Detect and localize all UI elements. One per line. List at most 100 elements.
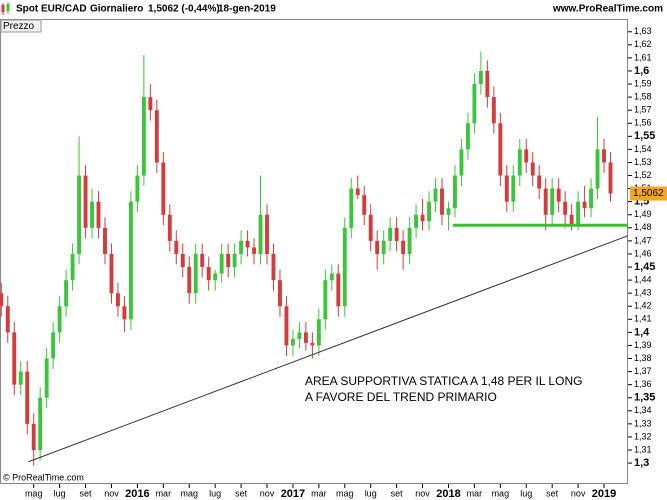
candle-body bbox=[31, 423, 36, 451]
x-tick-label: lug bbox=[54, 488, 66, 498]
x-tick-label: mag bbox=[336, 488, 354, 498]
y-tick-label: 1,55 bbox=[634, 130, 655, 142]
y-tick-label: 1,3 bbox=[634, 457, 649, 469]
candle-body bbox=[297, 332, 302, 339]
candle-body bbox=[116, 293, 120, 307]
y-tick-label: 1,33 bbox=[634, 418, 652, 428]
y-tick-label: 1,56 bbox=[634, 118, 652, 128]
y-tick-label: 1,44 bbox=[634, 274, 652, 284]
y-tick-label: 1,42 bbox=[634, 301, 652, 311]
annotation: A FAVORE DEL TREND PRIMARIO bbox=[305, 390, 497, 404]
candle-body bbox=[90, 201, 94, 228]
x-tick-label: nov bbox=[104, 488, 119, 498]
candle-body bbox=[284, 306, 289, 346]
x-tick-label: lug bbox=[520, 488, 532, 498]
candle-body bbox=[446, 208, 451, 215]
candle-body bbox=[271, 253, 276, 281]
candle-body bbox=[226, 253, 231, 268]
y-tick-label: 1,6 bbox=[634, 65, 649, 77]
candle-body bbox=[12, 332, 17, 385]
y-tick-label: 1,43 bbox=[634, 288, 652, 298]
y-tick-label: 1,57 bbox=[634, 105, 652, 115]
candle-body bbox=[608, 162, 613, 194]
candle-body bbox=[232, 253, 237, 268]
copyright: © ProRealTime.com bbox=[3, 472, 84, 482]
x-tick-label: mar bbox=[156, 488, 172, 498]
y-tick-label: 1,54 bbox=[634, 144, 652, 154]
candle-body bbox=[103, 227, 107, 254]
y-tick-label: 1,58 bbox=[634, 91, 652, 101]
candle-body bbox=[154, 110, 159, 163]
candle-body bbox=[517, 149, 522, 176]
candle-body bbox=[109, 253, 114, 294]
candle-body bbox=[349, 188, 354, 228]
price-tag bbox=[630, 186, 667, 201]
price-tag-label: 1,5062 bbox=[633, 188, 664, 199]
candle-body bbox=[148, 97, 153, 111]
plot-frame bbox=[0, 19, 628, 484]
candle-body bbox=[323, 280, 328, 320]
y-tick-label: 1,46 bbox=[634, 248, 652, 258]
candle-body bbox=[595, 149, 600, 189]
candle-body bbox=[64, 280, 69, 307]
candle-body bbox=[219, 253, 224, 274]
candle-body bbox=[193, 253, 198, 294]
candle-body bbox=[265, 214, 269, 254]
candle-body bbox=[122, 306, 127, 320]
candle-body bbox=[394, 227, 399, 241]
candle-body bbox=[355, 188, 360, 196]
date: 18-gen-2019 bbox=[218, 4, 276, 15]
x-tick-label: 2016 bbox=[125, 488, 149, 500]
candle-body bbox=[491, 97, 496, 124]
candle-body bbox=[135, 175, 140, 202]
candle-body bbox=[336, 273, 341, 307]
candle-body bbox=[5, 306, 10, 333]
y-tick-label: 1,35 bbox=[634, 392, 655, 404]
candle-body bbox=[485, 70, 490, 98]
candle-body bbox=[589, 188, 594, 209]
candle-body bbox=[278, 280, 282, 307]
candle-body bbox=[563, 201, 568, 215]
x-tick-label: set bbox=[391, 488, 404, 498]
panel-label: Prezzo bbox=[3, 21, 35, 32]
candle-body bbox=[239, 240, 244, 254]
candle-body bbox=[44, 358, 49, 398]
candle-body bbox=[543, 188, 548, 215]
x-tick-label: lug bbox=[365, 488, 377, 498]
candle-body bbox=[524, 149, 529, 163]
candle-body bbox=[303, 332, 308, 343]
candle-body bbox=[433, 188, 438, 202]
candle-body bbox=[414, 214, 419, 228]
candle-body bbox=[576, 201, 581, 226]
candle-body bbox=[161, 162, 166, 215]
x-tick-label: set bbox=[546, 488, 559, 498]
candle-body bbox=[174, 240, 179, 254]
candle-body bbox=[420, 214, 425, 222]
candle-body bbox=[77, 175, 82, 254]
candle-body bbox=[96, 201, 101, 228]
x-tick-label: mar bbox=[311, 488, 327, 498]
y-tick-label: 1,34 bbox=[634, 405, 652, 415]
candle-body bbox=[401, 240, 406, 254]
y-tick-label: 1,63 bbox=[634, 26, 652, 36]
x-tick-label: mag bbox=[492, 488, 510, 498]
candle-body bbox=[128, 201, 133, 320]
candle-body bbox=[556, 188, 561, 202]
y-tick-label: 1,32 bbox=[634, 431, 652, 441]
candle-body bbox=[245, 240, 250, 248]
annotation: AREA SUPPORTIVA STATICA A 1,48 PER IL LO… bbox=[305, 374, 582, 388]
candle-body bbox=[83, 175, 88, 228]
candle-body bbox=[200, 253, 205, 268]
trend-line bbox=[28, 235, 629, 463]
candle-body bbox=[213, 273, 218, 281]
candle-body bbox=[602, 149, 606, 163]
candle-body bbox=[180, 253, 185, 268]
x-tick-label: mag bbox=[180, 488, 198, 498]
candle-body bbox=[310, 342, 315, 346]
x-tick-label: mag bbox=[25, 488, 43, 498]
candle-body bbox=[25, 371, 30, 424]
candle-body bbox=[465, 123, 470, 150]
candle-body bbox=[569, 214, 574, 226]
